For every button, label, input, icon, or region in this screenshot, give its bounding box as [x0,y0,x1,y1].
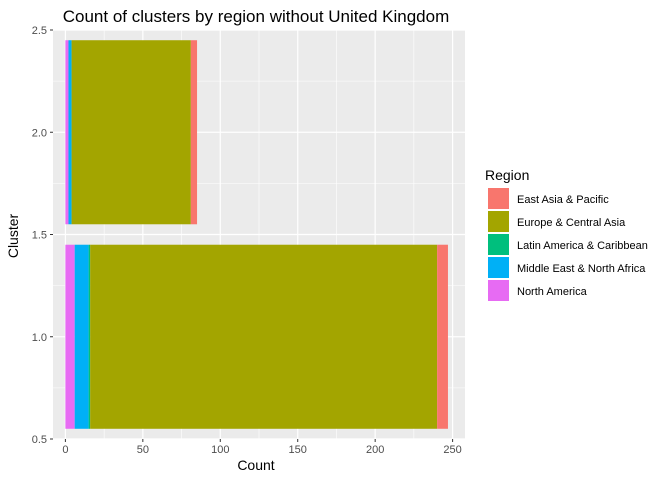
x-tick-label: 100 [211,444,229,456]
bar-segment [68,40,72,225]
legend-label: Europe & Central Asia [517,217,626,229]
legend-swatch [488,257,509,278]
bar-segment [437,244,448,429]
legend-label: Middle East & North Africa [517,263,646,275]
y-tick-label: 0.5 [32,434,47,446]
legend-swatch [488,280,509,301]
bar-segment [90,244,438,429]
y-axis-title: Cluster [5,213,21,258]
legend-label: Latin America & Caribbean [517,240,648,252]
legend: Region East Asia & Pacific Europe & Centr… [485,167,648,301]
bar-segment [65,40,69,225]
bar-segment [65,244,75,429]
legend-swatch [488,211,509,232]
legend-title: Region [485,167,529,183]
y-tick-label: 2.5 [32,25,47,37]
chart-title: Count of clusters by region without Unit… [63,7,449,26]
legend-label: East Asia & Pacific [517,194,609,206]
x-tick-label: 0 [62,444,68,456]
x-tick-label: 50 [137,444,149,456]
bar-segment [88,244,91,429]
x-tick-label: 250 [443,444,461,456]
y-tick-label: 1.5 [32,230,47,242]
legend-swatch [488,234,509,255]
bar-segment [71,40,191,225]
y-tick-label: 2.0 [32,127,47,139]
bars [65,40,448,429]
y-tick-label: 1.0 [32,332,47,344]
bar-segment [74,244,89,429]
y-axis: 0.5 1.0 1.5 2.0 2.5 [32,25,53,446]
legend-swatch [488,188,509,209]
x-axis: 0 50 100 150 200 250 [62,439,462,456]
x-axis-title: Count [237,457,274,473]
x-tick-label: 150 [289,444,307,456]
bar-segment [190,40,198,225]
x-tick-label: 200 [366,444,384,456]
legend-label: North America [517,286,588,298]
